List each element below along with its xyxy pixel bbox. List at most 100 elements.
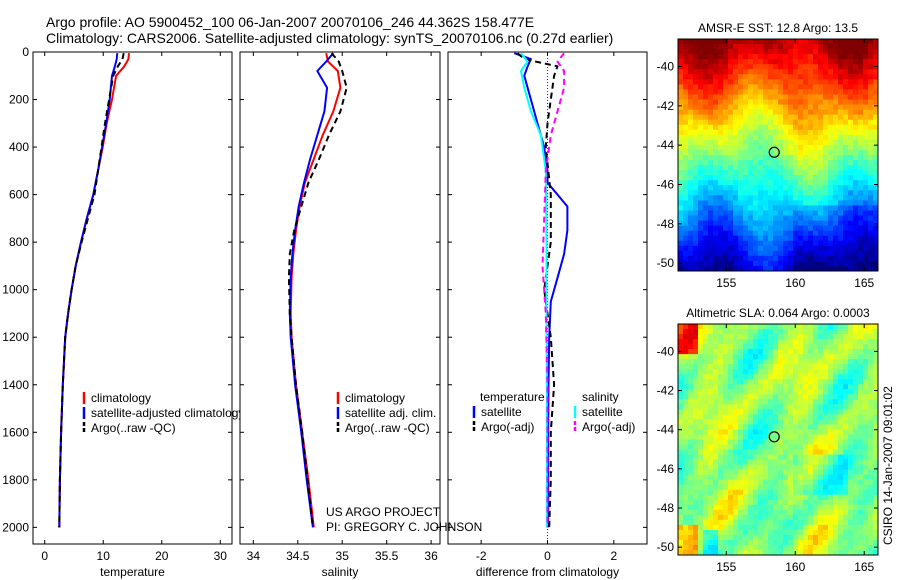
sst_map-cell [743, 79, 749, 85]
sst_map-cell [793, 49, 799, 55]
sla_map-cell [718, 349, 724, 355]
sst_map-cell [773, 124, 779, 131]
sla_map-cell [788, 499, 794, 506]
sst_map-cell [698, 250, 704, 257]
salinity-panel: 34 34.5 35 35.5 36salinityclimatologysatelli… [239, 51, 441, 579]
sla_map-cell [723, 359, 729, 365]
sla_map-cell [748, 434, 754, 440]
sst_map-cell [803, 245, 809, 252]
sla_map-cell [823, 519, 829, 526]
sla_map-cell [838, 529, 844, 536]
sst_map-cell [688, 119, 694, 126]
sst_map-cell [793, 99, 799, 105]
sst_map-cell [788, 129, 794, 136]
sla_map-cell [753, 369, 759, 375]
sla_map-cell [743, 464, 749, 471]
sst_map-cell [728, 155, 734, 161]
sla_map-cell [718, 389, 724, 395]
sla_map-cell [763, 384, 769, 390]
sst_map-cell [693, 160, 699, 166]
sla_map-cell [848, 374, 854, 380]
sla_map-cell [783, 429, 789, 435]
sst_map-cell [778, 235, 784, 242]
sla_map-cell [728, 399, 734, 405]
sla_map-cell [808, 474, 814, 481]
sla_map-cell [818, 454, 824, 460]
sla_map-cell [833, 364, 839, 370]
sla_map-cell [768, 494, 774, 501]
sla_map-cell [748, 524, 754, 531]
sla_map-cell [753, 424, 759, 430]
sla_map-cell [868, 509, 874, 516]
sst_map-cell [683, 109, 689, 116]
sst_map-cell [848, 250, 854, 257]
sla_map-cell [703, 484, 709, 491]
sst_map-cell [758, 54, 764, 60]
sla_map-cell [768, 419, 774, 425]
sst_map-cell [828, 160, 834, 166]
sla_map-cell [683, 484, 689, 491]
sla_map-cell [708, 409, 714, 415]
sla_map-cell [848, 389, 854, 395]
sst_map-cell [783, 210, 789, 216]
sst_map-cell [868, 69, 874, 75]
sst_map-cell [858, 89, 864, 95]
sst_map-cell [823, 240, 829, 247]
sst_map-cell [843, 124, 849, 131]
sla_map-cell [758, 474, 764, 481]
sst_map-cell [778, 205, 784, 211]
sla_map-cell [823, 419, 829, 425]
sst_map-cell [723, 205, 729, 211]
sla_map-cell [738, 504, 744, 511]
sla_map-cell [848, 539, 854, 546]
sla_map-cell [863, 394, 869, 400]
sla_map-cell [868, 489, 874, 496]
sla_map-cell [758, 439, 764, 445]
sla_map-cell [678, 489, 684, 496]
sla_map-cell [813, 429, 819, 435]
sla_map-cell [783, 454, 789, 460]
sst_map-cell [813, 160, 819, 166]
sla_map-cell [778, 369, 784, 375]
sla_map-cell [763, 424, 769, 430]
sst_map-cell [693, 170, 699, 176]
sst_map-cell [813, 84, 819, 90]
sla_map-cell [743, 524, 749, 531]
sla_map-cell [723, 499, 729, 506]
sla_map-cell [823, 414, 829, 420]
sst_map-cell [718, 180, 724, 186]
sst_map-cell [743, 205, 749, 211]
sst_map-cell [813, 200, 819, 206]
sst_map-cell [723, 79, 729, 85]
sst_map-cell [803, 165, 809, 171]
sst_map-cell [708, 144, 714, 151]
sla_map-cell [698, 479, 704, 486]
sla_map-cell [698, 499, 704, 506]
sla_map-cell [773, 524, 779, 531]
sst_map-cell [708, 49, 714, 55]
sla_map-cell [803, 399, 809, 405]
sla_map-cell [743, 544, 749, 551]
sst_map-cell [813, 245, 819, 252]
sst_map-cell [813, 99, 819, 105]
sla_map-ytick-label: -46 [657, 462, 675, 476]
sla_map-cell [783, 509, 789, 516]
sst_map-cell [743, 200, 749, 206]
sla_map-cell [813, 484, 819, 491]
sst_map-cell [828, 114, 834, 121]
sla_map-cell [728, 344, 734, 350]
sla_map-cell [828, 349, 834, 355]
sla_map-cell [678, 499, 684, 506]
sst_map-cell [718, 119, 724, 126]
sst_map-cell [748, 74, 754, 80]
sst_map-cell [768, 64, 774, 70]
sst_map-cell [853, 210, 859, 216]
sst_map-cell [723, 39, 729, 45]
sst_map-cell [698, 240, 704, 247]
sst_map-cell [703, 185, 709, 191]
sla_map-cell [838, 354, 844, 360]
sla_map-cell [713, 529, 719, 536]
sla_map-cell [718, 504, 724, 511]
sla_map-cell [838, 389, 844, 395]
sst_map-cell [723, 230, 729, 237]
